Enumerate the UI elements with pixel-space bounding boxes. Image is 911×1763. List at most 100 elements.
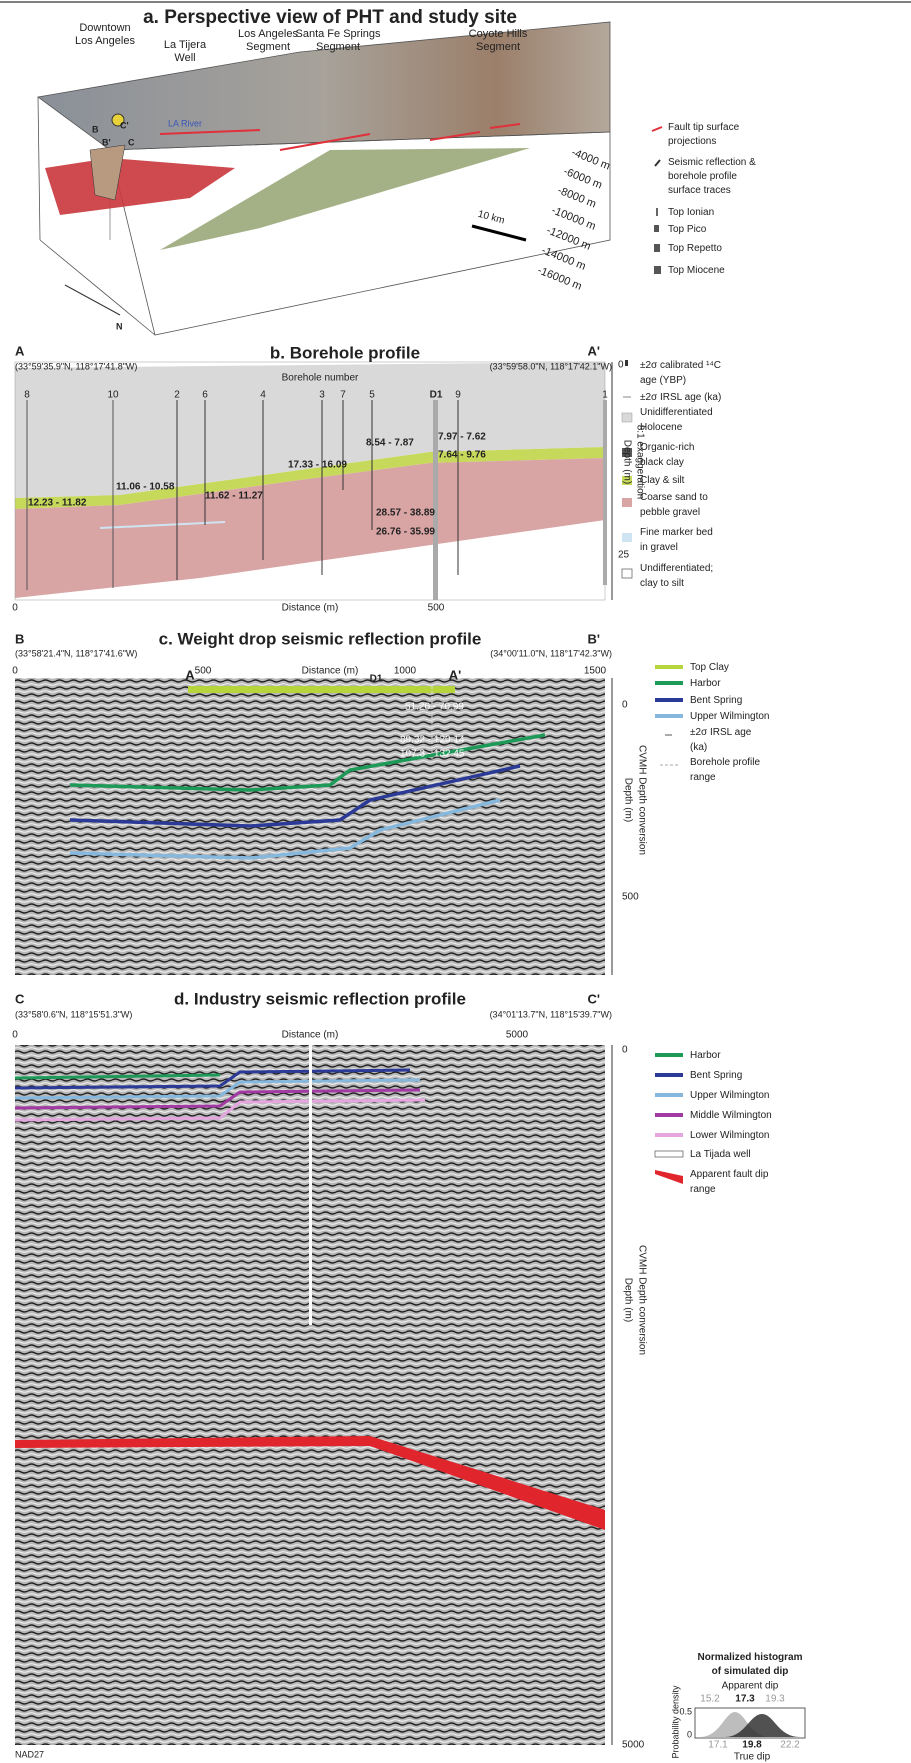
label: (33°59'58.0"N, 118°17'42.1"W) (490, 361, 612, 371)
label: LA River (168, 118, 202, 128)
label-line: Holocene (640, 422, 683, 433)
legend-entry: Top Repetto (668, 243, 722, 254)
legend-entry: Middle Wilmington (690, 1110, 772, 1121)
label-line: La Tijada well (690, 1149, 751, 1160)
borehole-section (14, 361, 613, 601)
legend-entry: Harbor (690, 1050, 721, 1061)
y-tick-label: 500 (622, 892, 639, 903)
label: 8:1 exaggeration (634, 425, 645, 500)
borehole-number: 5 (369, 390, 375, 401)
axis-title: Depth (m) (622, 1278, 633, 1322)
panel-title: a. Perspective view of PHT and study sit… (143, 7, 517, 28)
label-line: Segment (476, 41, 520, 53)
label: Coyote Hills Segment (469, 28, 528, 53)
y-tick-label: 0 (622, 700, 628, 711)
label-line: Apparent fault dip (690, 1169, 769, 1180)
label: NAD27 (15, 1749, 44, 1759)
legend-entry: Unidifferentiated Holocene (640, 407, 713, 433)
age-label: 107.3 - 132.45 (400, 749, 465, 760)
label-line: ±2σ calibrated ¹⁴C (640, 360, 721, 371)
label-line: projections (668, 136, 716, 147)
panel-title: d. Industry seismic reflection profile (174, 989, 466, 1008)
tick-label: 15.2 (700, 1694, 720, 1705)
label-line: Undifferentiated; (640, 563, 713, 574)
label-line: Harbor (690, 678, 721, 689)
label: A (185, 667, 195, 682)
borehole-number: 1 (602, 390, 608, 401)
label-line: La Tijera (164, 39, 207, 51)
label: D1 (370, 674, 383, 685)
tick-label: 22.2 (780, 1740, 800, 1751)
axis-title: True dip (734, 1752, 771, 1763)
label-line: Upper Wilmington (690, 1090, 769, 1101)
legend-entry: Seismic reflection & borehole profile surf… (668, 157, 756, 196)
legend-d-icons (654, 1053, 684, 1184)
inset-title: Normalized histogram of simulated dip (697, 1652, 802, 1677)
label: Santa Fe Springs Segment (296, 28, 381, 53)
borehole-number: D1 (430, 390, 443, 401)
legend-entry: Top Clay (690, 662, 729, 673)
label: CVMH Depth conversion (636, 745, 647, 855)
age-label: 26.76 - 35.99 (376, 527, 435, 538)
label-line: clay to silt (640, 578, 684, 589)
legend-entry: Top Ionian (668, 207, 714, 218)
axis-title: Distance (m) (282, 1030, 339, 1041)
y-tick-label: 0 (622, 1045, 628, 1056)
x-tick-label: 0 (12, 1030, 18, 1041)
histogram-inset (694, 1707, 806, 1739)
axis-title: Distance (m) (302, 666, 359, 677)
legend-entry: La Tijada well (690, 1149, 751, 1160)
label-line: Organic-rich (640, 442, 694, 453)
label: Downtown Los Angeles (75, 22, 135, 47)
label: Apparent dip (722, 1681, 779, 1692)
label-line: Borehole profile (690, 757, 760, 768)
label-line: in gravel (640, 542, 678, 553)
label-line: Bent Spring (690, 695, 742, 706)
label-line: Downtown (79, 22, 130, 34)
age-label: 17.33 - 16.09 (288, 460, 347, 471)
tick-label: 17.1 (708, 1740, 728, 1751)
label-line: Lower Wilmington (690, 1130, 769, 1141)
label-line: Segment (316, 41, 360, 53)
label: Los Angeles Segment (238, 28, 298, 53)
label-line: Normalized histogram (697, 1652, 802, 1663)
legend-entry: Apparent fault dip range (690, 1169, 769, 1195)
label: N (116, 321, 123, 331)
legend-entry: Harbor (690, 678, 721, 689)
borehole-number: 3 (319, 390, 325, 401)
legend-entry: Top Pico (668, 224, 707, 235)
x-tick-label: 0 (12, 666, 18, 677)
legend-entry: ±2σ IRSL age (ka) (640, 392, 721, 403)
x-tick-label: 500 (195, 666, 212, 677)
label-line: pebble gravel (640, 507, 700, 518)
age-label: 7.64 - 9.76 (438, 450, 486, 461)
label-line: Top Miocene (668, 265, 725, 276)
label-line: of simulated dip (712, 1666, 789, 1677)
label: C' (588, 991, 600, 1006)
panel-title: c. Weight drop seismic reflection profil… (159, 629, 482, 648)
label-line: Coyote Hills (469, 28, 528, 40)
label-line: Top Clay (690, 662, 729, 673)
label-line: (ka) (690, 742, 707, 753)
borehole-number: 8 (24, 390, 30, 401)
axis-title: Depth (m) (622, 778, 633, 822)
label-line: ±2σ IRSL age (ka) (640, 392, 721, 403)
tick-label: 19.3 (765, 1694, 785, 1705)
label: C (15, 991, 25, 1006)
label: C' (120, 120, 129, 130)
label: B (92, 124, 99, 134)
axis-title: Depth (m) (621, 440, 632, 484)
x-tick-label: 1000 (394, 666, 417, 677)
label-line: borehole profile (668, 171, 737, 182)
legend-c-icons (655, 665, 683, 766)
legend-entry: Top Miocene (668, 265, 725, 276)
tick-label: 0 (687, 1729, 692, 1739)
axis-title: Probability density (670, 1685, 680, 1759)
tick-label: 19.8 (742, 1740, 762, 1751)
label-line: Top Ionian (668, 207, 714, 218)
label: B (15, 631, 24, 646)
label-line: ±2σ IRSL age (690, 727, 752, 738)
legend-entry: Clay & silt (640, 475, 685, 486)
y-tick-label: 0 (618, 360, 624, 371)
